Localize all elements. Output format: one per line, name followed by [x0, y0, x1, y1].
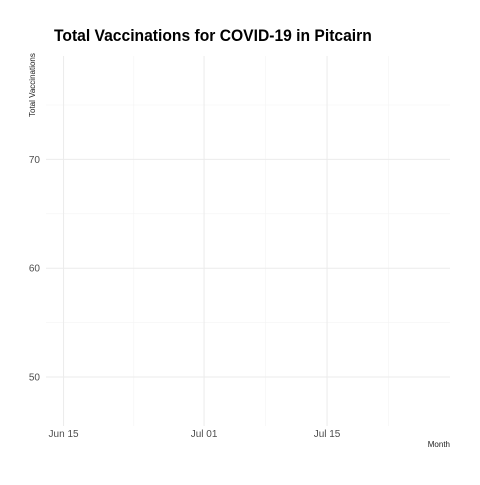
y-axis-label: Total Vaccinations: [28, 53, 37, 117]
grid-layer: [46, 56, 450, 426]
y-tick-label: 60: [29, 264, 41, 275]
x-tick-label: Jul 15: [314, 429, 341, 440]
chart-title: Total Vaccinations for COVID-19 in Pitca…: [54, 26, 372, 45]
x-axis-label: Month: [427, 440, 450, 449]
y-tick-label: 50: [29, 373, 41, 384]
x-tick-label: Jun 15: [49, 429, 79, 440]
x-tick-label: Jul 01: [191, 429, 218, 440]
y-tick-label: 70: [29, 155, 41, 166]
tick-label-layer: 50 60 70 Jun 15 Jul 01 Jul 15: [29, 155, 341, 440]
